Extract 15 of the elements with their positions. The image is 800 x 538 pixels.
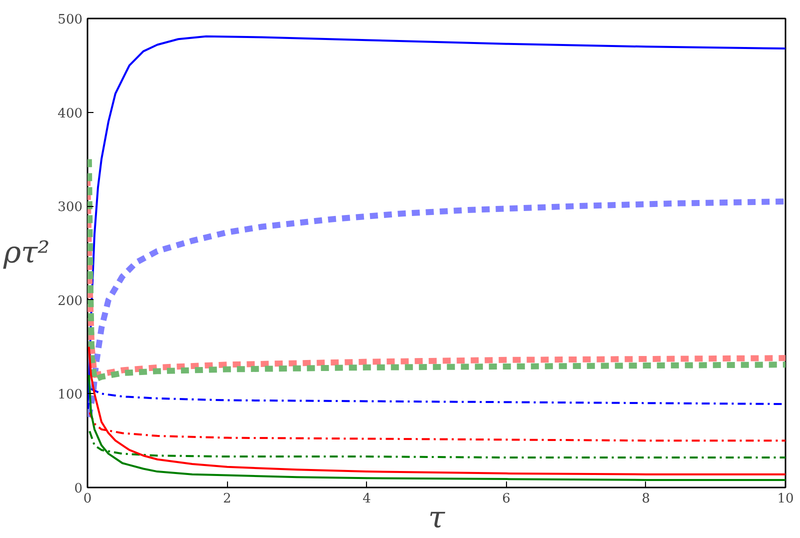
x-tick-label: 4 <box>362 492 371 506</box>
y-tick-label: 500 <box>58 12 83 28</box>
x-tick-label: 2 <box>222 492 232 506</box>
line-series <box>88 346 786 476</box>
y-tick-label: 400 <box>58 106 83 122</box>
line-series <box>88 374 786 481</box>
x-axis-title: τ <box>428 500 446 536</box>
x-tick-label: 6 <box>502 492 510 506</box>
y-axis-title: ρτ² <box>2 236 50 270</box>
x-tick-label: 10 <box>777 492 794 506</box>
x-tick-label: 8 <box>642 492 650 506</box>
y-tick-label: 200 <box>58 294 83 309</box>
y-tick-label: 0 <box>74 482 83 496</box>
y-tick-label: 300 <box>58 200 83 216</box>
y-tick-label: 100 <box>58 388 83 403</box>
